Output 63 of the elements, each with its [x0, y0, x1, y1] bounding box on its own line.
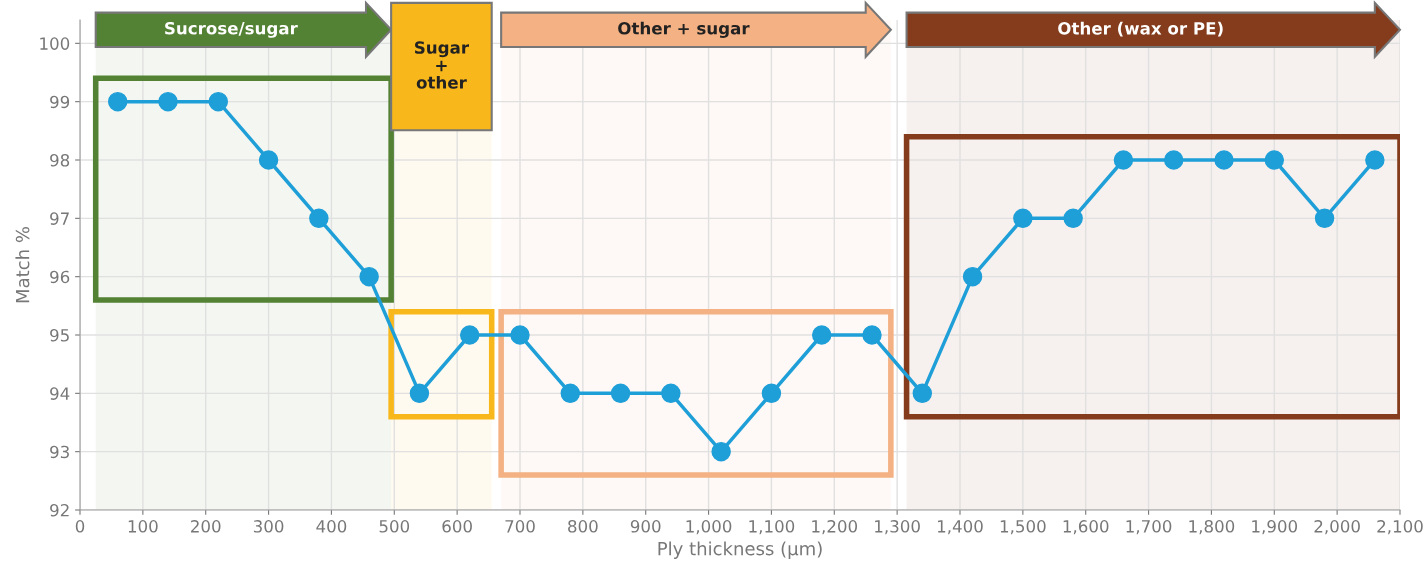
x-tick-label: 1,000: [686, 520, 732, 535]
x-tick-label: 900: [630, 520, 661, 533]
y-tick-label: 93: [50, 445, 69, 459]
point: [208, 91, 229, 112]
y-tick-label: 97: [50, 212, 69, 225]
x-tick-label: 600: [442, 520, 472, 533]
y-tick-label: 100: [40, 37, 70, 50]
point: [1113, 150, 1134, 170]
x-tick-label: 500: [379, 520, 410, 533]
point: [862, 325, 882, 345]
x-tick-label: 700: [505, 520, 535, 533]
y-tick-label: 99: [50, 95, 70, 109]
point: [1063, 208, 1083, 229]
point: [309, 208, 329, 229]
x-tick-label: 800: [568, 520, 598, 533]
point: [107, 91, 128, 112]
y-tick-label: 96: [50, 270, 70, 284]
x-tick-label: 1,600: [1063, 520, 1109, 535]
point: [1365, 150, 1385, 170]
point: [962, 266, 983, 287]
point: [761, 383, 782, 404]
point: [158, 91, 178, 112]
point: [1163, 150, 1184, 170]
y-tick-label: 98: [50, 153, 70, 167]
point: [661, 383, 681, 404]
point: [912, 383, 933, 404]
x-tick-label: 0: [75, 520, 85, 533]
x-tick-label: 1,700: [1126, 520, 1172, 535]
x-tick-label: 2,100: [1377, 520, 1423, 535]
x-tick-label: 1,800: [1189, 520, 1235, 535]
point: [459, 325, 480, 345]
x-tick-label: 200: [191, 520, 221, 533]
band-label: Other (wax or PE): [1058, 21, 1223, 37]
point: [610, 383, 631, 404]
point: [1214, 150, 1234, 170]
y-axis-title: Match %: [15, 227, 30, 303]
point: [1013, 208, 1033, 229]
x-tick-label: 1,100: [749, 520, 795, 535]
x-tick-label: 1,200: [812, 520, 858, 535]
x-tick-label: 1,300: [875, 520, 920, 535]
x-tick-label: 100: [128, 520, 158, 533]
x-tick-label: 400: [316, 520, 347, 533]
y-tick-label: 94: [50, 387, 70, 400]
x-tick-label: 1,500: [1000, 520, 1046, 535]
y-tick-label: 95: [50, 328, 69, 342]
point: [711, 441, 731, 462]
y-tick-label: 92: [50, 503, 69, 517]
point: [811, 325, 832, 345]
point: [258, 150, 279, 170]
point: [560, 383, 581, 404]
band-label: Other + sugar: [618, 21, 750, 38]
point: [510, 325, 530, 345]
point: [1264, 150, 1285, 170]
point: [409, 383, 430, 404]
x-tick-label: 2,000: [1314, 520, 1360, 535]
band-label: Sugar + other: [414, 41, 470, 89]
x-axis-title: Ply thickness (µm): [658, 541, 822, 559]
x-tick-label: 1,900: [1252, 520, 1298, 535]
x-tick-label: 300: [253, 520, 284, 533]
band-label: Sucrose/sugar: [165, 21, 298, 38]
point: [1314, 208, 1335, 229]
x-tick-label: 1,400: [937, 520, 983, 535]
point: [359, 266, 379, 287]
